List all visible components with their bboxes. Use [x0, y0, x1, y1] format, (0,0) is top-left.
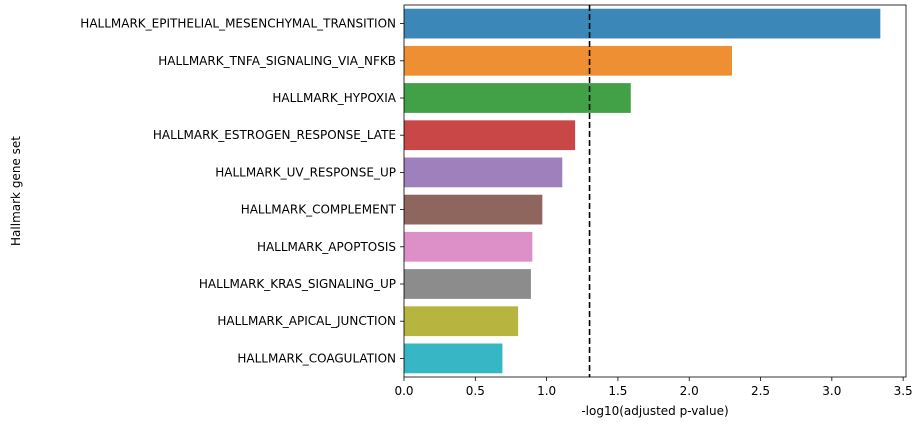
- category-label: HALLMARK_KRAS_SIGNALING_UP: [199, 277, 396, 291]
- category-label: HALLMARK_ESTROGEN_RESPONSE_LATE: [153, 128, 396, 142]
- x-tick-label: 2.0: [680, 384, 699, 398]
- x-tick-label: 3.5: [894, 384, 913, 398]
- x-tick-label: 0.5: [466, 384, 485, 398]
- category-label: HALLMARK_EPITHELIAL_MESENCHYMAL_TRANSITI…: [80, 17, 396, 31]
- y-axis-title: Hallmark gene set: [9, 136, 23, 246]
- bars: [404, 8, 881, 374]
- bar-hallmark-tnfa-signaling-via-nfkb: [404, 45, 733, 76]
- bar-hallmark-hypoxia: [404, 83, 631, 113]
- category-label: HALLMARK_COMPLEMENT: [241, 203, 397, 217]
- plot-frame: [403, 4, 907, 378]
- bar-hallmark-complement: [404, 194, 543, 225]
- x-axis-title: -log10(adjusted p-value): [581, 404, 728, 418]
- bar-hallmark-coagulation: [404, 343, 503, 374]
- bar-hallmark-apical-junction: [404, 306, 519, 337]
- x-tick-label: 3.0: [822, 384, 841, 398]
- bar-hallmark-kras-signaling-up: [404, 269, 531, 299]
- bar-hallmark-estrogen-response-late: [404, 120, 576, 151]
- category-label: HALLMARK_APICAL_JUNCTION: [217, 314, 396, 328]
- category-label: HALLMARK_APOPTOSIS: [257, 240, 396, 254]
- category-label: HALLMARK_COAGULATION: [237, 351, 396, 365]
- category-label: HALLMARK_UV_RESPONSE_UP: [215, 165, 396, 179]
- x-tick-label: 0.0: [394, 384, 413, 398]
- category-label: HALLMARK_TNFA_SIGNALING_VIA_NFKB: [158, 54, 396, 68]
- bar-hallmark-epithelial-mesenchymal-transition: [404, 8, 881, 39]
- category-labels: HALLMARK_EPITHELIAL_MESENCHYMAL_TRANSITI…: [80, 17, 404, 365]
- category-label: HALLMARK_HYPOXIA: [272, 91, 396, 105]
- x-ticks: 0.0 0.5 1.0 1.5 2.0 2.5 3.0 3.5: [394, 377, 913, 398]
- x-tick-label: 1.5: [608, 384, 627, 398]
- bar-hallmark-uv-response-up: [404, 157, 563, 188]
- x-tick-label: 1.0: [537, 384, 556, 398]
- x-tick-label: 2.5: [751, 384, 770, 398]
- bar-hallmark-apoptosis: [404, 231, 533, 262]
